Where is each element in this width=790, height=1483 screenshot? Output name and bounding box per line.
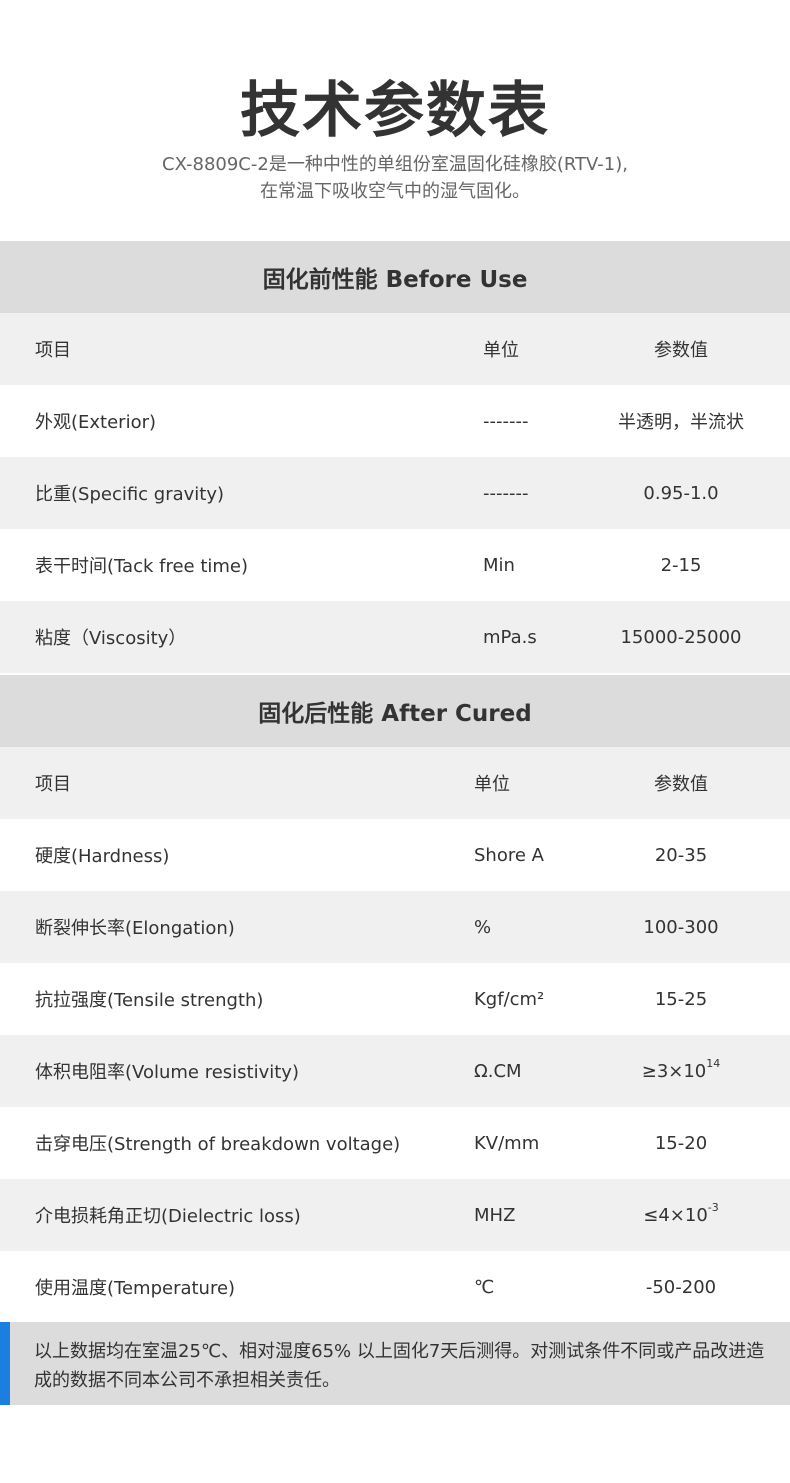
row-value-text: 15000-25000: [620, 626, 742, 648]
row-value: 0.95-1.0: [581, 483, 781, 504]
section-header-before: 固化前性能 Before Use: [0, 241, 790, 313]
row-unit: Min: [483, 554, 515, 576]
row-value-text: ≤4×10: [643, 1204, 708, 1226]
row-item: 外观(Exterior): [35, 412, 157, 433]
row-value: 100-300: [581, 917, 781, 938]
row-value: 15-20: [581, 1133, 781, 1154]
table-row: 击穿电压(Strength of breakdown voltage) KV/m…: [0, 1107, 790, 1179]
column-header-value: 参数值: [654, 774, 708, 795]
table-row: 表干时间(Tack free time) Min 2-15: [0, 529, 790, 601]
row-value-exponent: 14: [706, 1056, 721, 1070]
row-value-text: 100-300: [643, 916, 719, 938]
column-header-item: 项目: [35, 340, 71, 361]
table-header-row: 项目 单位 参数值: [0, 747, 790, 819]
footnote-box: 以上数据均在室温25℃、相对湿度65% 以上固化7天后测得。对测试条件不同或产品…: [0, 1322, 790, 1405]
column-header-unit: 单位: [474, 774, 510, 795]
row-item: 粘度（Viscosity）: [35, 628, 187, 649]
row-item: 表干时间(Tack free time): [35, 556, 249, 577]
row-value-text: 20-35: [654, 844, 708, 866]
row-unit: -------: [483, 410, 529, 432]
table-row: 外观(Exterior) ------- 半透明，半流状: [0, 385, 790, 457]
row-item: 介电损耗角正切(Dielectric loss): [35, 1206, 301, 1227]
row-value: 20-35: [581, 845, 781, 866]
table-row: 断裂伸长率(Elongation) % 100-300: [0, 891, 790, 963]
table-row: 使用温度(Temperature) ℃ -50-200: [0, 1251, 790, 1323]
row-value: 15000-25000: [581, 627, 781, 648]
row-value-text: 2-15: [660, 554, 702, 576]
row-value-text: 0.95-1.0: [643, 482, 719, 504]
row-value-text: -50-200: [645, 1276, 717, 1298]
row-value: 半透明，半流状: [581, 408, 781, 434]
row-value-text: 15-25: [654, 988, 708, 1010]
row-unit: ℃: [474, 1276, 495, 1298]
row-item: 比重(Specific gravity): [35, 484, 225, 505]
row-value: -50-200: [581, 1277, 781, 1298]
row-value: ≥3×1014: [581, 1057, 781, 1082]
row-value-text: 15-20: [654, 1132, 708, 1154]
footnote-text: 以上数据均在室温25℃、相对湿度65% 以上固化7天后测得。对测试条件不同或产品…: [34, 1341, 765, 1391]
row-value: ≤4×10-3: [581, 1201, 781, 1226]
row-unit: Ω.CM: [474, 1060, 522, 1082]
row-value: 2-15: [581, 555, 781, 576]
row-unit: MHZ: [474, 1204, 516, 1226]
column-header-unit: 单位: [483, 340, 519, 361]
subtitle-line-2: 在常温下吸收空气中的湿气固化。: [260, 181, 530, 202]
row-unit: Kgf/cm²: [474, 988, 545, 1010]
row-unit: %: [474, 916, 492, 938]
table-row: 粘度（Viscosity） mPa.s 15000-25000: [0, 601, 790, 673]
subtitle-line-1: CX-8809C-2是一种中性的单组份室温固化硅橡胶(RTV-1),: [162, 154, 628, 175]
row-unit: KV/mm: [474, 1132, 540, 1154]
table-header-row: 项目 单位 参数值: [0, 313, 790, 385]
row-value-exponent: -3: [707, 1200, 719, 1214]
row-unit: Shore A: [474, 844, 544, 866]
table-row: 介电损耗角正切(Dielectric loss) MHZ ≤4×10-3: [0, 1179, 790, 1251]
column-header-item: 项目: [35, 774, 71, 795]
column-header-value: 参数值: [654, 340, 708, 361]
table-row: 体积电阻率(Volume resistivity) Ω.CM ≥3×1014: [0, 1035, 790, 1107]
table-row: 硬度(Hardness) Shore A 20-35: [0, 819, 790, 891]
table-row: 比重(Specific gravity) ------- 0.95-1.0: [0, 457, 790, 529]
row-value-text: ≥3×10: [641, 1060, 707, 1082]
row-unit: mPa.s: [483, 626, 537, 648]
accent-bar: [0, 1322, 10, 1405]
row-item: 击穿电压(Strength of breakdown voltage): [35, 1134, 401, 1155]
row-value: 15-25: [581, 989, 781, 1010]
section-header-after: 固化后性能 After Cured: [0, 675, 790, 747]
row-item: 断裂伸长率(Elongation): [35, 918, 235, 939]
row-value-text: 半透明，半流状: [618, 412, 744, 433]
page-title: 技术参数表: [240, 76, 550, 146]
table-row: 抗拉强度(Tensile strength) Kgf/cm² 15-25: [0, 963, 790, 1035]
row-item: 体积电阻率(Volume resistivity): [35, 1062, 299, 1083]
row-item: 硬度(Hardness): [35, 846, 170, 867]
row-item: 使用温度(Temperature): [35, 1278, 236, 1299]
row-unit: -------: [483, 482, 529, 504]
row-item: 抗拉强度(Tensile strength): [35, 990, 264, 1011]
